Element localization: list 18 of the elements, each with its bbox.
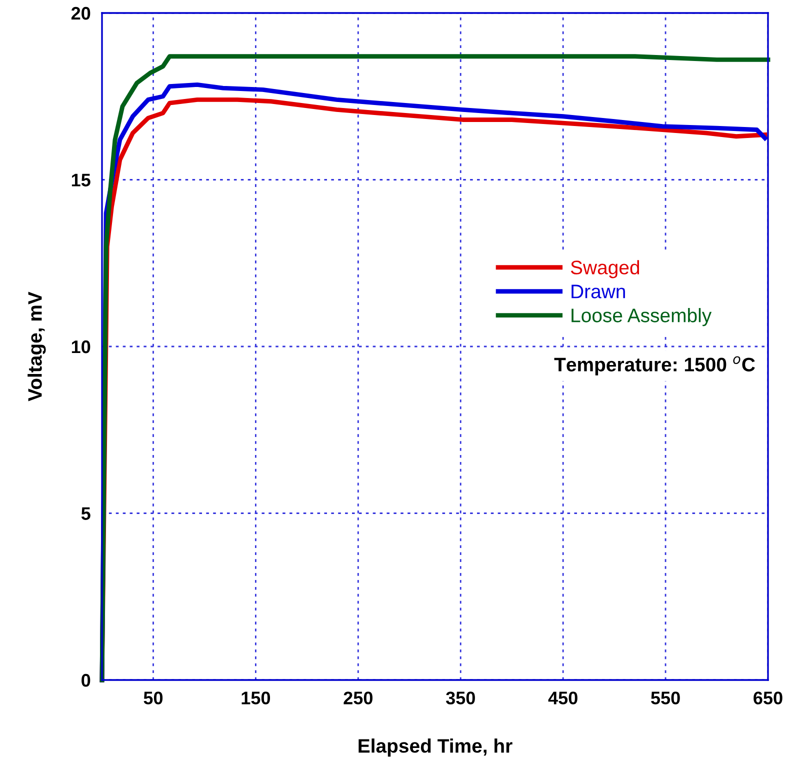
y-tick-label: 5 bbox=[81, 507, 90, 520]
x-tick-label: 250 bbox=[344, 692, 372, 704]
legend-label: Loose Assembly bbox=[572, 308, 712, 326]
y-axis-title: Voltage, mV bbox=[28, 292, 46, 402]
x-tick-label: 550 bbox=[651, 692, 680, 704]
y-tick-label: 0 bbox=[82, 674, 90, 687]
legend-label: Swaged bbox=[570, 260, 640, 278]
x-tick-label: 350 bbox=[446, 692, 475, 704]
x-tick-label: 50 bbox=[144, 692, 163, 704]
x-tick-label: 150 bbox=[242, 692, 270, 704]
x-axis-title: Elapsed Time, hr bbox=[358, 738, 512, 757]
x-tick-label: 450 bbox=[548, 692, 578, 704]
legend-label: Drawn bbox=[572, 284, 625, 298]
y-tick-label: 15 bbox=[72, 174, 90, 186]
x-tick-label: 650 bbox=[754, 692, 782, 704]
y-tick-label: 10 bbox=[72, 340, 90, 354]
y-tick-label: 20 bbox=[71, 6, 90, 20]
annotation: Temperature: 1500 $^{o}$C bbox=[554, 356, 755, 376]
